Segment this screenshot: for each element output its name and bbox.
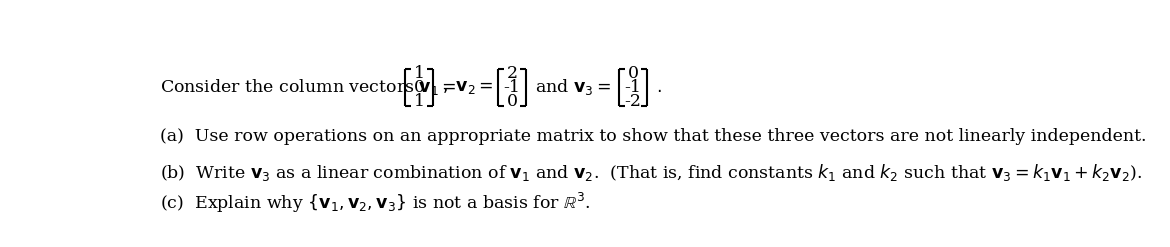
Text: -1: -1 (503, 79, 521, 96)
Text: $.$: $.$ (656, 79, 662, 96)
Text: 1: 1 (413, 65, 425, 82)
Text: (c)  Explain why $\{\mathbf{v}_1, \mathbf{v}_2, \mathbf{v}_3\}$ is not a basis f: (c) Explain why $\{\mathbf{v}_1, \mathbf… (160, 191, 591, 215)
Text: -1: -1 (625, 79, 641, 96)
Text: 1: 1 (413, 93, 425, 110)
Text: (a)  Use row operations on an appropriate matrix to show that these three vector: (a) Use row operations on an appropriate… (160, 128, 1147, 145)
Text: Consider the column vectors $\mathbf{v}_1 = $: Consider the column vectors $\mathbf{v}_… (160, 77, 456, 97)
Text: and $\mathbf{v}_3 = $: and $\mathbf{v}_3 = $ (536, 77, 612, 97)
Text: 0: 0 (413, 79, 425, 96)
Text: (b)  Write $\mathbf{v}_3$ as a linear combination of $\mathbf{v}_1$ and $\mathbf: (b) Write $\mathbf{v}_3$ as a linear com… (160, 162, 1143, 183)
Text: $,\;\mathbf{v}_2 = $: $,\;\mathbf{v}_2 = $ (442, 79, 494, 96)
Text: -2: -2 (625, 93, 641, 110)
Text: 0: 0 (507, 93, 517, 110)
Text: 2: 2 (507, 65, 517, 82)
Text: 0: 0 (627, 65, 639, 82)
